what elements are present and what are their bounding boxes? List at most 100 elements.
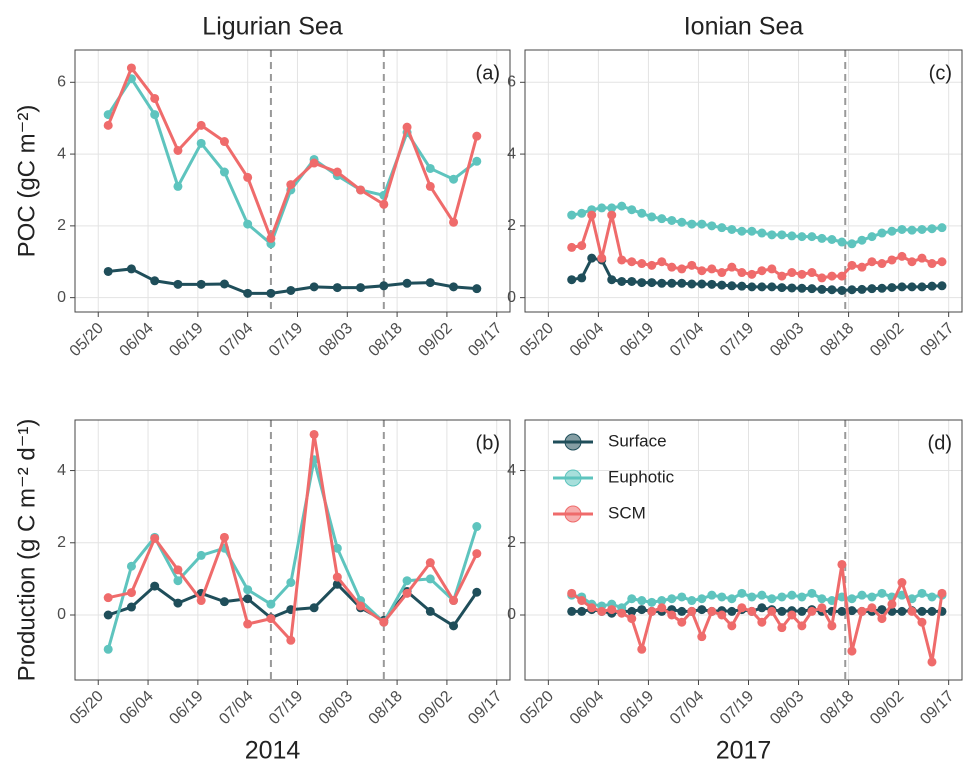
y-tick-label: 4 [507,462,516,479]
data-point [737,603,747,613]
data-point [907,225,917,235]
data-point [379,199,389,209]
plot-border [524,49,963,313]
data-point [727,621,737,631]
column-title: Ligurian Sea [202,13,342,41]
data-point [687,260,697,270]
data-point [103,610,113,620]
data-point [219,279,229,289]
data-point [707,606,717,616]
x-tick-label: 08/03 [767,688,807,728]
data-point [637,644,647,654]
data-point [927,606,937,616]
data-point [627,606,637,616]
data-point [737,226,747,236]
data-point [266,599,276,609]
data-point [667,278,677,288]
data-point [887,283,897,293]
column-title: Ionian Sea [684,13,804,41]
data-point [567,606,577,616]
data-point [877,614,887,624]
data-point [309,158,319,168]
data-point [937,281,947,291]
data-point [402,576,412,586]
panel-label: (a) [476,62,500,84]
data-point [867,284,877,294]
data-point [817,233,827,243]
data-point [332,543,342,553]
data-point [607,210,617,220]
data-point [567,588,577,598]
legend-label: Surface [608,431,667,450]
data-point [379,617,389,627]
data-point [472,587,482,597]
data-point [657,278,667,288]
data-point [472,156,482,166]
data-point [827,235,837,245]
data-point [243,172,253,182]
data-point [356,601,366,611]
data-point [173,279,183,289]
data-point [707,264,717,274]
data-point [777,623,787,633]
data-point [667,594,677,604]
data-point [607,275,617,285]
data-point [717,268,727,278]
data-point [697,632,707,642]
y-tick-label: 0 [57,289,66,306]
x-tick-label: 06/04 [117,688,157,728]
data-point [597,253,607,263]
data-point [797,283,807,293]
data-point [402,588,412,598]
x-tick-label: 09/17 [917,688,957,728]
data-point [150,110,160,120]
x-tick-label: 08/03 [316,688,356,728]
data-point [126,602,136,612]
data-point [567,275,577,285]
y-tick-label: 2 [507,534,516,551]
data-point [472,522,482,532]
x-tick-label: 07/04 [216,688,256,728]
data-point [757,590,767,600]
data-point [757,282,767,292]
data-point [449,217,459,227]
data-point [402,278,412,288]
data-point [449,596,459,606]
y-tick-label: 2 [57,217,66,234]
data-point [472,549,482,559]
data-point [767,594,777,604]
data-point [907,606,917,616]
legend-item: Surface [553,431,667,451]
data-point [797,592,807,602]
data-point [827,621,837,631]
x-tick-label: 07/19 [717,688,757,728]
data-point [243,219,253,229]
data-point [356,283,366,293]
data-point [627,614,637,624]
data-point [647,212,657,222]
y-tick-label: 4 [57,145,66,162]
data-point [787,231,797,241]
data-point [567,210,577,220]
data-point [332,167,342,177]
data-point [917,606,927,616]
data-point [577,208,587,218]
data-point [777,283,787,293]
data-point [425,574,435,584]
data-point [917,617,927,627]
x-tick-label: 09/02 [867,688,907,728]
data-point [173,181,183,191]
data-point [757,266,767,276]
plot-border [524,419,963,681]
data-point [847,594,857,604]
data-point [425,278,435,288]
data-point [817,273,827,283]
data-point [266,233,276,243]
data-point [907,282,917,292]
plot-background [525,420,962,680]
data-point [837,285,847,295]
data-point [173,565,183,575]
x-axis-title: 2017 [716,737,772,765]
data-point [577,241,587,251]
